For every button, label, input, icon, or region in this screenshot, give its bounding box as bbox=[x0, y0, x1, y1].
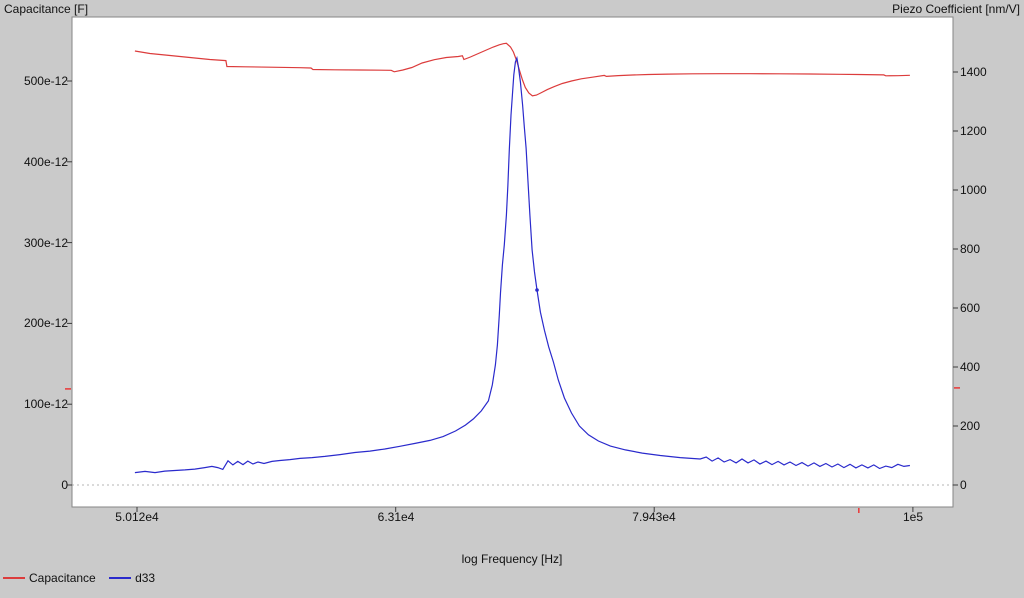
capacitance-curve bbox=[134, 42, 910, 97]
y-right-tick-label-4: 800 bbox=[960, 242, 981, 256]
legend-swatch-capacitance[interactable] bbox=[3, 577, 25, 579]
plot-frame bbox=[71, 16, 954, 508]
y-left-tick-label-4: 400e-12 bbox=[23, 155, 68, 169]
plot-legend: Capacitance d33 bbox=[3, 571, 155, 585]
x-tick-label-2: 7.943e4 bbox=[632, 510, 676, 524]
d33-data-dot bbox=[535, 288, 539, 292]
d33-curve bbox=[134, 55, 910, 474]
y-right-tick-label-2: 400 bbox=[960, 360, 981, 374]
y-left-tick-label-3: 300e-12 bbox=[23, 236, 68, 250]
x-tick-label-0: 5.012e4 bbox=[115, 510, 159, 524]
y-right-tick-label-5: 1000 bbox=[960, 183, 987, 197]
y-right-axis-title: Piezo Coefficient [nm/V] bbox=[892, 2, 1020, 16]
y-left-tick-label-0: 0 bbox=[61, 478, 68, 492]
x-axis-title: log Frequency [Hz] bbox=[461, 552, 563, 566]
y-right-tick-label-0: 0 bbox=[960, 478, 967, 492]
x-tick-label-3: 1e5 bbox=[902, 510, 924, 524]
y-right-tick-label-1: 200 bbox=[960, 419, 981, 433]
legend-label-d33[interactable]: d33 bbox=[135, 571, 156, 585]
y-left-tick-label-1: 100e-12 bbox=[23, 397, 68, 411]
y-right-tick-label-6: 1200 bbox=[960, 124, 987, 138]
legend-swatch-d33[interactable] bbox=[109, 577, 132, 579]
x-tick-label-1: 6.31e4 bbox=[377, 510, 415, 524]
y-left-axis-title: Capacitance [F] bbox=[4, 2, 89, 16]
legend-label-capacitance[interactable]: Capacitance bbox=[29, 571, 96, 585]
y-right-tick-label-7: 1400 bbox=[960, 65, 987, 79]
y-left-tick-label-5: 500e-12 bbox=[23, 74, 68, 88]
y-left-tick-label-2: 200e-12 bbox=[23, 316, 68, 330]
y-right-tick-label-3: 600 bbox=[960, 301, 981, 315]
